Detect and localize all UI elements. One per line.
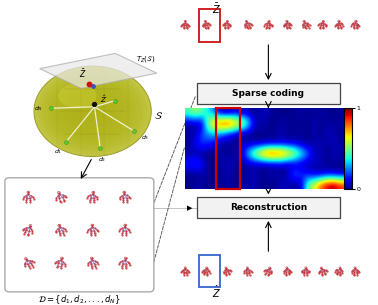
Bar (197, 197, 340, 218)
Text: $d_1$: $d_1$ (54, 147, 62, 156)
Ellipse shape (34, 66, 151, 156)
Text: $\mathcal{S}$: $\mathcal{S}$ (154, 110, 163, 121)
Ellipse shape (62, 88, 119, 132)
Text: $d_2$: $d_2$ (98, 155, 106, 164)
Text: $\bar{Z}$: $\bar{Z}$ (79, 68, 87, 81)
Polygon shape (40, 53, 157, 88)
Text: $\hat{Z}$: $\hat{Z}$ (212, 284, 221, 300)
Text: Sparse coding: Sparse coding (232, 89, 304, 98)
Bar (199, 9, 220, 42)
Text: $\hat{Z}$: $\hat{Z}$ (100, 94, 107, 105)
Text: $\bar{Z}$: $\bar{Z}$ (212, 2, 221, 16)
Ellipse shape (48, 77, 135, 144)
Text: $\mathcal{D} = \{d_1, d_2, ..., d_N\}$: $\mathcal{D} = \{d_1, d_2, ..., d_N\}$ (38, 293, 121, 305)
Text: $T_Z(\mathcal{S})$: $T_Z(\mathcal{S})$ (136, 54, 155, 63)
Ellipse shape (37, 69, 147, 153)
Ellipse shape (34, 66, 151, 156)
Text: $d_N$: $d_N$ (34, 104, 43, 113)
Bar (199, 255, 220, 287)
Ellipse shape (59, 84, 96, 109)
Ellipse shape (51, 80, 131, 141)
Bar (197, 83, 340, 104)
Ellipse shape (65, 91, 115, 129)
Ellipse shape (54, 82, 127, 138)
Text: $d_3$: $d_3$ (141, 134, 149, 142)
Ellipse shape (68, 93, 111, 126)
Ellipse shape (72, 96, 107, 123)
Ellipse shape (44, 74, 139, 147)
Text: Reconstruction: Reconstruction (230, 203, 307, 212)
Ellipse shape (41, 72, 143, 150)
Text: $\blacktriangleright$: $\blacktriangleright$ (184, 203, 194, 213)
FancyBboxPatch shape (5, 178, 154, 292)
Ellipse shape (58, 85, 123, 135)
